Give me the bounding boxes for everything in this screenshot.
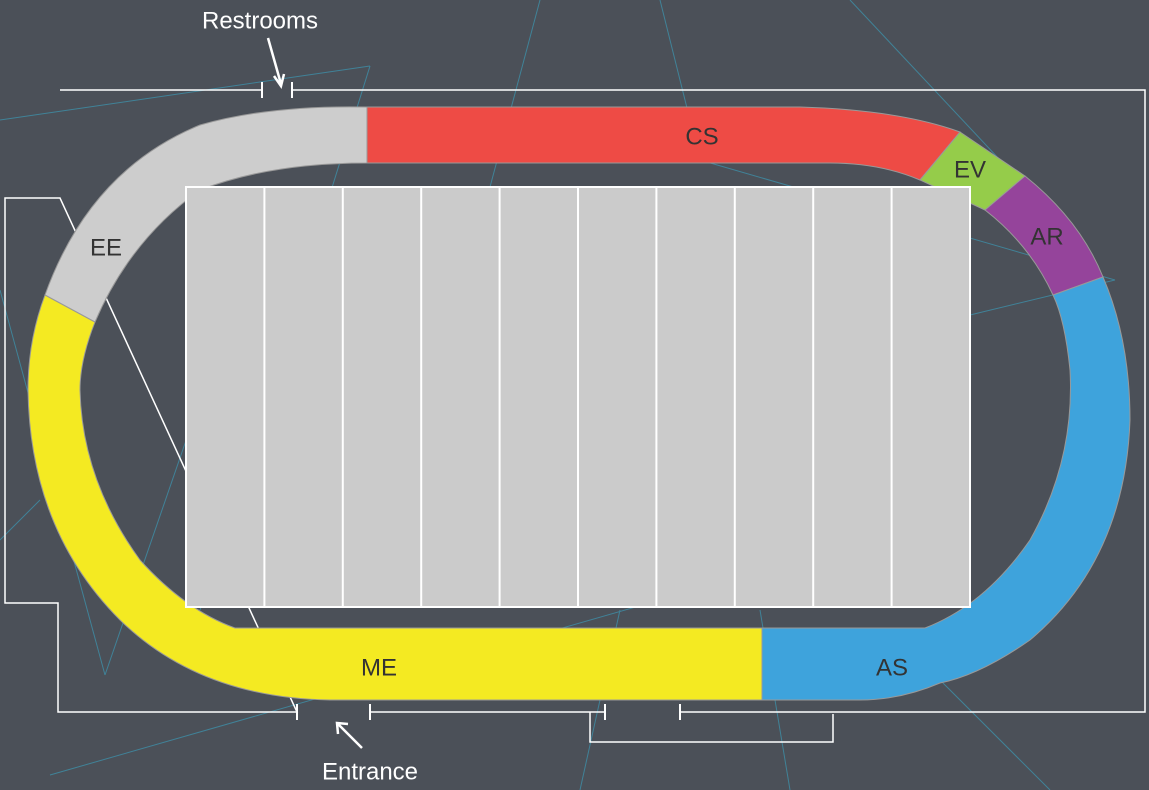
section-label: AS: [876, 654, 908, 681]
section-label: EE: [90, 234, 122, 261]
restrooms-label: Restrooms: [202, 7, 318, 34]
section[interactable]: [761, 276, 1131, 701]
entrance-label: Entrance: [322, 758, 418, 785]
door-ticks: [261, 82, 681, 720]
section-label: AR: [1030, 223, 1063, 250]
track: CS EV AR AS ME EE: [27, 106, 1131, 701]
restrooms-arrow: [266, 37, 286, 89]
section-label: ME: [361, 654, 397, 681]
outer-boundary: [4, 89, 1146, 713]
section[interactable]: [27, 294, 763, 701]
section[interactable]: [366, 106, 961, 181]
field: [185, 186, 971, 608]
section-label: EV: [954, 156, 986, 183]
entrance-arrow: [335, 721, 363, 749]
section[interactable]: [44, 106, 368, 323]
section-label: CS: [685, 123, 718, 150]
annex: [589, 712, 834, 743]
